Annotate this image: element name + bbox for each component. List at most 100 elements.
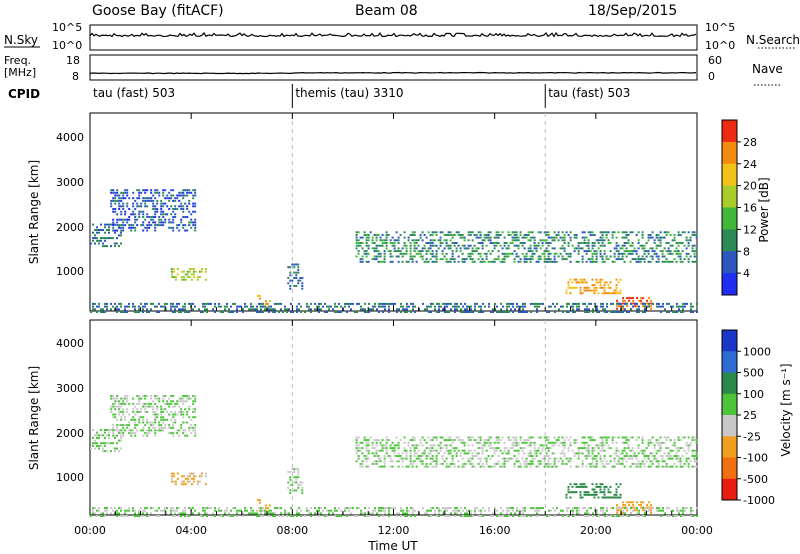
velocity-pixel [534, 509, 536, 512]
power-pixel [388, 305, 390, 308]
power-pixel [467, 244, 470, 247]
power-pixel [627, 250, 630, 253]
velocity-pixel [110, 512, 112, 515]
power-pixel [411, 239, 414, 242]
velocity-pixel [138, 512, 140, 515]
power-pixel [469, 258, 472, 261]
velocity-pixel [204, 472, 207, 475]
velocity-pixel [361, 452, 364, 455]
velocity-pixel [539, 462, 542, 465]
velocity-pixel [461, 449, 464, 452]
velocity-pixel [513, 441, 516, 444]
velocity-pixel [600, 507, 602, 510]
velocity-pixel [238, 509, 240, 512]
velocity-pixel [363, 439, 366, 442]
power-pixel [120, 305, 122, 308]
velocity-pixel [589, 436, 592, 439]
power-pixel [693, 255, 696, 258]
velocity-pixel [595, 491, 598, 494]
power-pixel [332, 308, 334, 311]
power-pixel [178, 311, 180, 313]
power-pixel [502, 311, 504, 313]
velocity-pixel [372, 512, 374, 515]
velocity-pixel [130, 418, 133, 421]
power-pixel [162, 202, 165, 205]
power-pixel [405, 247, 408, 250]
velocity-pixel [687, 457, 690, 460]
velocity-pixel [626, 509, 629, 512]
velocity-pixel [134, 434, 137, 437]
cpid-segment-label: tau (fast) 503 [548, 86, 630, 100]
power-pixel [150, 302, 152, 305]
velocity-pixel [120, 434, 123, 437]
power-pixel [454, 305, 456, 308]
power-pixel [531, 231, 534, 234]
velocity-pixel [94, 507, 96, 510]
velocity-pixel [679, 465, 682, 468]
power-pixel [477, 231, 480, 234]
power-pixel [301, 287, 304, 290]
power-pixel [505, 247, 508, 250]
power-pixel [638, 308, 640, 311]
velocity-pixel [332, 512, 334, 515]
power-pixel [609, 286, 612, 289]
velocity-pixel [585, 465, 588, 468]
power-pixel [463, 260, 466, 263]
power-pixel [383, 239, 386, 242]
power-pixel [511, 239, 514, 242]
power-pixel [356, 311, 358, 313]
velocity-pixel [487, 441, 490, 444]
velocity-pixel [547, 465, 550, 468]
colorbar-segment [722, 185, 737, 208]
velocity-pixel [586, 515, 588, 517]
power-pixel [518, 305, 520, 308]
power-pixel [522, 302, 524, 305]
power-pixel [489, 231, 492, 234]
power-pixel [134, 308, 136, 311]
power-pixel [192, 276, 195, 279]
power-pixel [228, 311, 230, 313]
power-pixel [503, 255, 506, 258]
velocity-pixel [644, 507, 646, 510]
velocity-pixel [437, 444, 440, 447]
power-pixel [574, 302, 576, 305]
velocity-pixel [326, 509, 328, 512]
power-pixel [541, 242, 544, 244]
velocity-pixel [334, 509, 336, 512]
power-pixel [444, 302, 446, 305]
velocity-pixel [472, 515, 474, 517]
power-pixel [390, 302, 392, 305]
power-pixel [320, 302, 322, 305]
velocity-pixel [485, 457, 488, 460]
power-pixel [164, 197, 167, 200]
power-pixel [507, 252, 510, 255]
power-pixel [182, 216, 185, 218]
velocity-pixel [665, 462, 668, 465]
power-pixel [677, 250, 680, 253]
velocity-pixel [427, 436, 430, 439]
velocity-pixel [487, 455, 490, 457]
power-pixel [360, 305, 362, 308]
power-pixel [405, 244, 408, 247]
velocity-pixel [530, 515, 532, 517]
power-pixel [634, 305, 637, 308]
power-pixel [501, 258, 504, 261]
velocity-pixel [550, 509, 552, 512]
velocity-pixel [371, 447, 374, 450]
power-pixel [120, 218, 123, 221]
power-pixel [617, 281, 620, 284]
velocity-pixel [122, 429, 125, 432]
velocity-pixel [685, 452, 688, 455]
velocity-pixel [427, 455, 430, 457]
velocity-pixel [326, 515, 328, 517]
velocity-pixel [444, 512, 446, 515]
power-pixel [495, 242, 498, 244]
power-pixel [142, 229, 145, 232]
power-pixel [256, 294, 259, 297]
velocity-pixel [567, 449, 570, 452]
power-pixel [657, 244, 660, 247]
power-pixel [289, 285, 292, 287]
velocity-pixel [118, 413, 121, 416]
power-pixel [457, 255, 460, 258]
power-pixel [334, 305, 336, 308]
